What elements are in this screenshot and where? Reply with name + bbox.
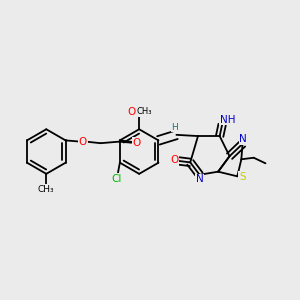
Text: CH₃: CH₃ <box>136 107 152 116</box>
Text: NH: NH <box>220 115 236 125</box>
Text: S: S <box>239 172 246 182</box>
Text: O: O <box>170 155 178 165</box>
Text: N: N <box>196 174 203 184</box>
Text: H: H <box>172 123 178 132</box>
Text: O: O <box>79 136 87 147</box>
Text: O: O <box>132 138 141 148</box>
Text: N: N <box>239 134 247 145</box>
Text: O: O <box>127 107 136 117</box>
Text: Cl: Cl <box>111 174 121 184</box>
Text: CH₃: CH₃ <box>38 185 55 194</box>
